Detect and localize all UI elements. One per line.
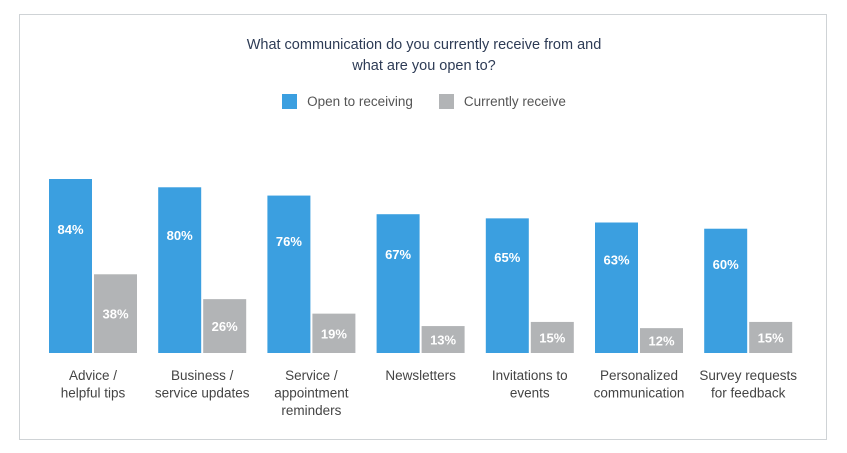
bar-current-6 [749,321,793,353]
category-label-1-line-0: Business / [171,368,234,383]
bar-label-open-1: 80% [167,228,193,243]
legend-label-open: Open to receiving [307,94,413,109]
bar-label-current-4: 15% [539,330,565,345]
category-label-6-line-1: for feedback [711,386,786,401]
chart-title: What communication do you currently rece… [20,35,828,77]
bar-open-5 [595,222,638,353]
bar-label-current-6: 15% [758,330,784,345]
chart-title-line-2: what are you open to? [352,58,496,74]
category-label-2-line-2: reminders [281,403,341,418]
bar-label-open-4: 65% [494,250,520,265]
bar-current-4 [530,321,574,353]
category-label-2-line-0: Service / [285,368,338,383]
category-label-0-line-1: helpful tips [61,386,126,401]
category-label-3-line-0: Newsletters [385,368,456,383]
bar-label-current-2: 19% [321,326,347,341]
bar-current-1 [203,299,247,353]
bar-open-4 [485,218,529,353]
category-label-1-line-1: service updates [155,386,250,401]
bar-label-open-5: 63% [603,253,629,268]
bar-label-open-6: 60% [713,257,739,272]
category-label-2-line-1: appointment [274,386,349,401]
bar-open-0 [49,179,92,353]
bar-current-2 [312,313,356,353]
chart-legend: Open to receiving Currently receive [20,94,828,109]
legend-item-current: Currently receive [438,94,566,109]
category-label-5-line-1: communication [594,386,685,401]
category-label-0-line-0: Advice / [69,368,117,383]
bar-label-current-1: 26% [212,319,238,334]
category-label-4-line-0: Invitations to [492,368,568,383]
bar-label-current-3: 13% [430,333,456,348]
legend-item-open: Open to receiving [282,94,413,109]
legend-swatch-current [438,94,454,109]
bar-open-3 [376,214,420,353]
bar-open-6 [704,228,748,353]
bar-open-2 [267,195,311,353]
bar-label-current-0: 38% [102,307,128,322]
bar-label-current-5: 12% [648,334,674,349]
bar-current-5 [640,328,683,353]
bar-label-open-3: 67% [385,247,411,262]
bar-open-1 [158,187,202,353]
bar-current-0 [94,274,137,353]
chart-title-line-1: What communication do you currently rece… [246,37,602,53]
chart-frame: What communication do you currently rece… [19,14,827,440]
category-label-5-line-0: Personalized [600,368,678,383]
legend-label-current: Currently receive [463,94,566,109]
category-label-6-line-0: Survey requests [699,368,797,383]
bar-current-3 [421,326,465,353]
legend-swatch-open [282,94,298,109]
category-label-4-line-1: events [510,386,550,401]
bar-label-open-0: 84% [57,222,83,237]
bar-label-open-2: 76% [276,234,302,249]
